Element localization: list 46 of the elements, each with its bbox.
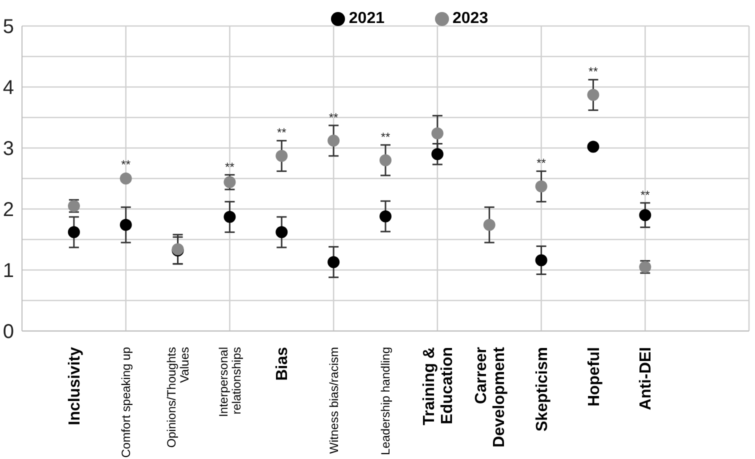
point bbox=[328, 256, 340, 268]
y-tick-label: 3 bbox=[2, 138, 14, 160]
point bbox=[587, 140, 600, 153]
annotation: ** bbox=[225, 160, 235, 174]
point bbox=[380, 210, 392, 222]
legend-label: 2021 bbox=[348, 10, 384, 27]
annotation: ** bbox=[276, 126, 287, 140]
point bbox=[483, 218, 496, 231]
x-tick-label: Leadership handling bbox=[378, 347, 393, 456]
point bbox=[431, 148, 444, 160]
annotation: ** bbox=[588, 64, 598, 79]
x-tick-label: Skepticism bbox=[534, 347, 551, 432]
legend-label: 2023 bbox=[452, 10, 488, 27]
point bbox=[120, 172, 132, 184]
annotation: ** bbox=[640, 188, 650, 202]
point bbox=[224, 210, 236, 223]
y-tick-label: 5 bbox=[2, 16, 14, 38]
x-tick-label: Inclusivity bbox=[66, 346, 84, 426]
point bbox=[120, 218, 132, 231]
x-tick-label: Anti-DEI bbox=[638, 347, 655, 410]
point bbox=[328, 134, 340, 147]
point bbox=[639, 209, 652, 222]
x-tick-label: Comfort speaking up bbox=[119, 346, 134, 458]
point bbox=[535, 254, 548, 266]
annotation: ** bbox=[328, 110, 339, 124]
point bbox=[276, 226, 288, 238]
x-tick-label: Interpersonal relationships bbox=[216, 347, 244, 418]
point bbox=[68, 226, 80, 238]
y-tick-label: 4 bbox=[2, 77, 14, 100]
annotation: ** bbox=[380, 130, 390, 144]
annotation: ** bbox=[536, 156, 546, 170]
point bbox=[276, 150, 288, 162]
point bbox=[587, 88, 600, 101]
x-tick-label: Hopeful bbox=[586, 347, 603, 407]
y-tick-label: 0 bbox=[2, 321, 14, 344]
point bbox=[535, 180, 548, 192]
x-tick-label: Opinions/Thoughts Values bbox=[164, 347, 192, 448]
x-tick-label: Training & Education bbox=[421, 346, 456, 426]
point bbox=[380, 154, 392, 166]
annotation: ** bbox=[121, 158, 131, 172]
x-tick-label: Witness bias/racism bbox=[326, 346, 341, 454]
x-tick-label: Bias bbox=[274, 346, 292, 381]
x-tick-label: Carreer Development bbox=[473, 346, 508, 448]
point bbox=[431, 127, 444, 140]
y-tick-label: 2 bbox=[2, 199, 14, 222]
y-tick-label: 1 bbox=[2, 260, 14, 282]
